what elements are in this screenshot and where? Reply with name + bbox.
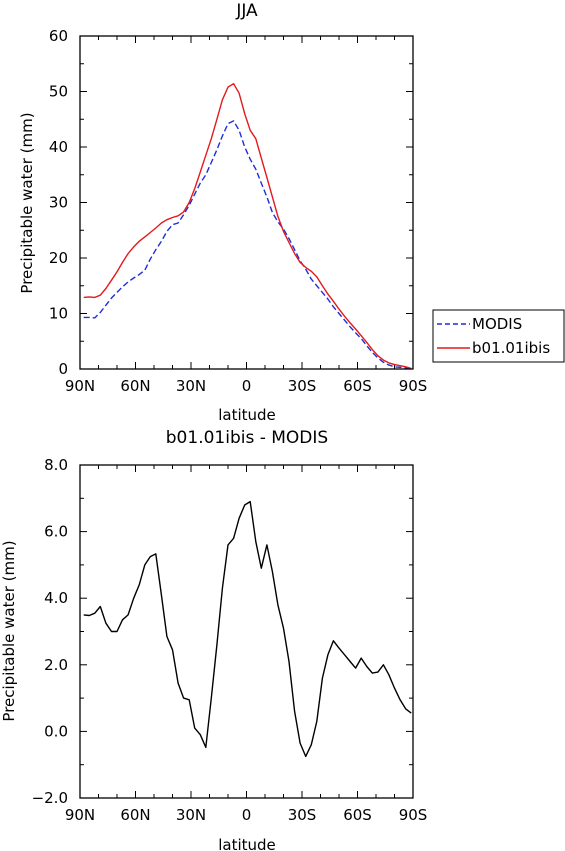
- legend-label-ibis: b01.01ibis: [472, 339, 550, 357]
- bottom-y-axis-label: Precipitable water (mm): [0, 540, 18, 721]
- top-x-tick-label: 30S: [288, 377, 317, 395]
- bottom-panel: b01.01ibis - MODIS latitude Precipitable…: [0, 428, 427, 851]
- bottom-x-axis-label: latitude: [218, 836, 276, 851]
- top-y-tick-label: 50: [49, 83, 68, 101]
- top-x-tick-label: 60N: [120, 377, 150, 395]
- top-plot-frame: [79, 35, 414, 370]
- bottom-x-tick-label: 30N: [176, 806, 206, 824]
- top-x-tick-label: 0: [242, 377, 252, 395]
- top-y-axis-label: Precipitable water (mm): [18, 112, 36, 293]
- bottom-y-tick-label: 6.0: [44, 523, 68, 541]
- bottom-x-tick-label: 90N: [65, 806, 95, 824]
- legend-box: [432, 309, 565, 363]
- top-y-tick-label: 10: [49, 305, 68, 323]
- top-chart-title: JJA: [235, 1, 258, 21]
- bottom-x-tick-label: 30S: [288, 806, 317, 824]
- bottom-chart-title: b01.01ibis - MODIS: [166, 428, 328, 448]
- top-x-tick-label: 90N: [65, 377, 95, 395]
- top-x-tick-label: 30N: [176, 377, 206, 395]
- bottom-y-tick-label: 8.0: [44, 456, 68, 474]
- bottom-x-tick-label: 90S: [399, 806, 428, 824]
- top-x-tick-label: 60S: [343, 377, 372, 395]
- top-x-axis-label: latitude: [218, 406, 276, 424]
- bottom-x-tick-label: 0: [242, 806, 252, 824]
- top-panel: JJA latitude Precipitable water (mm) 90N…: [18, 1, 427, 424]
- bottom-y-tick-label: 4.0: [44, 589, 68, 607]
- bottom-x-tick-label: 60N: [120, 806, 150, 824]
- bottom-series-line-1: [83, 500, 412, 758]
- top-y-tick-label: 60: [49, 27, 68, 45]
- bottom-y-tick-label: −2.0: [32, 789, 68, 807]
- legend: MODIS b01.01ibis: [432, 309, 565, 363]
- bottom-x-tick-label: 60S: [343, 806, 372, 824]
- top-y-tick-label: 20: [49, 249, 68, 267]
- bottom-plot-frame: [79, 464, 414, 799]
- bottom-y-tick-label: 0.0: [44, 722, 68, 740]
- top-series-line-modis: [83, 120, 412, 370]
- bottom-y-tick-label: 2.0: [44, 656, 68, 674]
- top-y-tick-label: 30: [49, 194, 68, 212]
- legend-label-modis: MODIS: [472, 315, 522, 333]
- top-x-tick-label: 90S: [399, 377, 428, 395]
- top-y-tick-label: 40: [49, 138, 68, 156]
- top-y-tick-label: 0: [58, 360, 68, 378]
- top-series-line-b01-01ibis: [83, 82, 412, 370]
